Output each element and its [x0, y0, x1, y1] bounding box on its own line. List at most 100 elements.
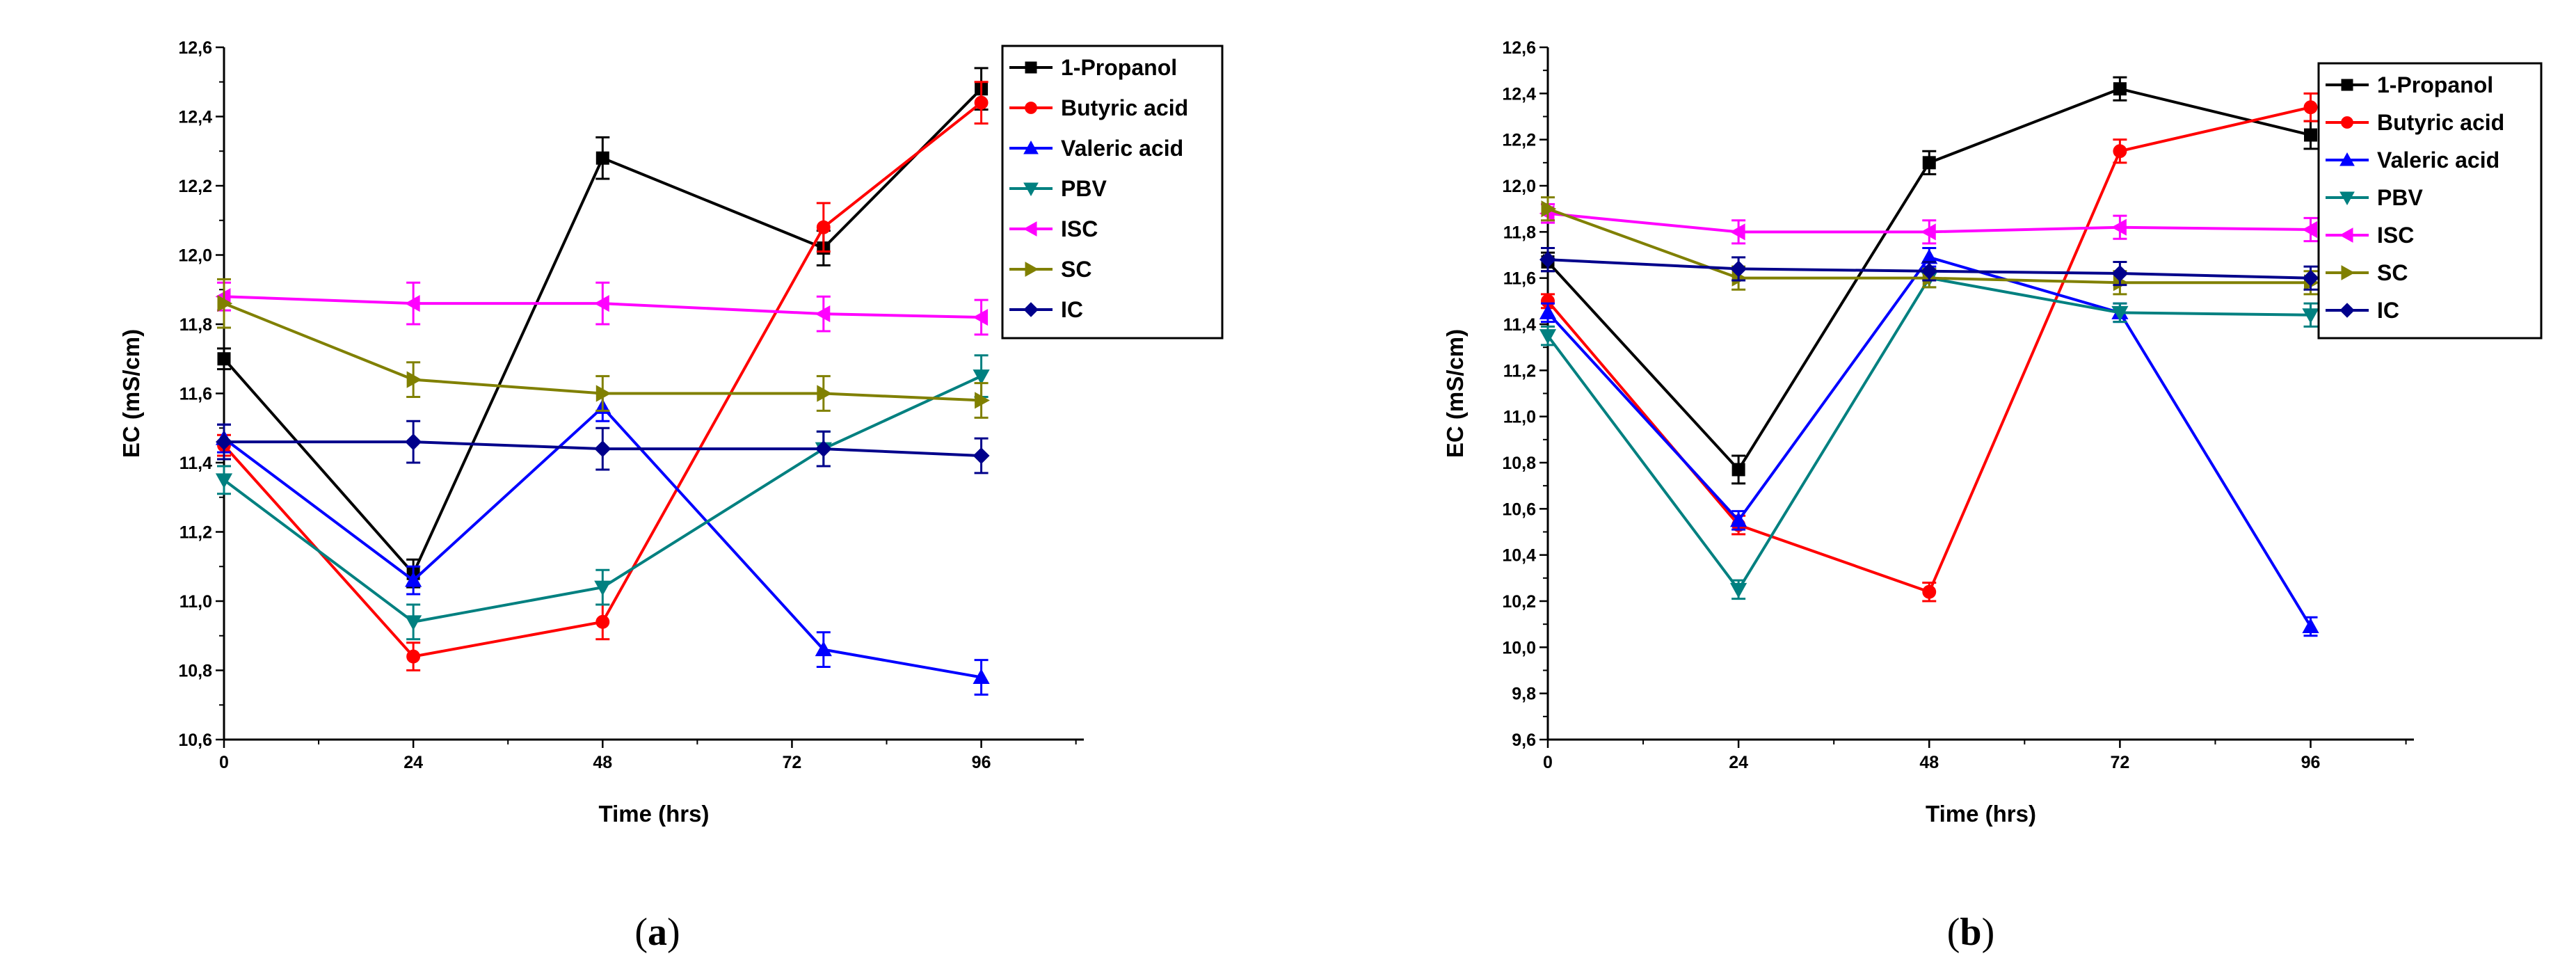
legend-marker: [2341, 116, 2353, 129]
data-point: [1539, 329, 1557, 344]
legend-marker: [1023, 302, 1039, 317]
series-ic: [1539, 247, 2319, 291]
data-point: [973, 308, 989, 326]
x-tick-label: 48: [1919, 753, 1939, 772]
y-tick-label: 9,6: [1512, 731, 1536, 750]
data-point: [1539, 304, 1557, 319]
y-tick-label: 11,2: [1503, 361, 1536, 381]
y-tick-label: 10,2: [1502, 592, 1536, 612]
y-tick-label: 11,0: [1503, 408, 1536, 427]
legend-label: IC: [2377, 298, 2399, 323]
data-point: [973, 447, 990, 465]
legend-label: ISC: [2377, 223, 2414, 248]
y-tick-label: 12,6: [1502, 38, 1536, 58]
x-axis-title: Time (hrs): [1926, 801, 2036, 827]
y-tick-label: 11,6: [179, 385, 212, 404]
data-point: [1730, 582, 1747, 598]
legend-label: Butyric acid: [2377, 110, 2504, 135]
data-point: [2113, 82, 2127, 96]
data-point: [1922, 156, 1936, 170]
chart-panel-a: 10,6 10,8 11,0 11,2 11,4 11,6 11,8 12,0 12,2 12,4…: [118, 38, 1224, 827]
legend-label: Valeric acid: [1061, 136, 1183, 161]
data-point: [2111, 265, 2129, 282]
data-point: [973, 369, 990, 385]
data-point: [1541, 200, 1557, 218]
legend-marker: [2339, 303, 2355, 318]
y-tick-label: 12,4: [1502, 84, 1536, 104]
data-point: [2111, 305, 2129, 321]
series-line: [1546, 106, 2311, 594]
x-tick-label: 96: [972, 753, 991, 772]
data-point: [2302, 308, 2319, 324]
data-point: [815, 641, 832, 657]
data-point: [2111, 218, 2127, 236]
series-sc: [217, 278, 990, 419]
y-tick-label: 10,6: [178, 731, 212, 750]
y-tick-label: 11,4: [1503, 315, 1536, 335]
legend-marker: [1025, 262, 1039, 277]
series-isc: [215, 281, 989, 336]
data-point: [1729, 223, 1745, 241]
x-tick-label: 72: [2110, 753, 2129, 772]
legend-label: 1-Propanol: [2377, 72, 2493, 97]
y-tick-label: 10,0: [1502, 638, 1536, 657]
series-pbv: [1539, 267, 2319, 600]
legend-label: PBV: [1061, 176, 1107, 201]
legend-marker: [1023, 140, 1039, 154]
data-point: [815, 305, 831, 323]
data-point: [2304, 128, 2318, 142]
data-point: [406, 371, 422, 388]
data-point: [1920, 223, 1936, 241]
data-point: [815, 440, 832, 458]
data-point: [973, 669, 990, 684]
data-point: [405, 615, 422, 631]
data-point: [594, 440, 611, 458]
legend: 1-Propanol Butyric acid Valeric acid PBV ISC…: [2317, 62, 2543, 340]
data-point: [594, 580, 611, 596]
x-tick-label: 72: [783, 753, 802, 772]
data-point: [1731, 463, 1745, 477]
x-axis-title: Time (hrs): [599, 801, 710, 827]
y-tick-label: 10,8: [1502, 454, 1536, 473]
y-tick-label: 12,2: [1502, 131, 1536, 150]
y-axis-title: EC (mS/cm): [1442, 329, 1468, 458]
panel-label-a: (a): [634, 911, 680, 954]
y-tick-label: 9,8: [1512, 685, 1536, 704]
data-point: [595, 385, 611, 402]
data-point: [816, 220, 831, 234]
data-point: [817, 385, 833, 402]
data-point: [215, 473, 233, 489]
series-isc: [1539, 203, 2318, 245]
y-axis-title: EC (mS/cm): [118, 329, 144, 458]
legend-marker: [2339, 191, 2355, 206]
legend-label: IC: [1061, 297, 1083, 322]
data-point: [405, 433, 422, 451]
y-tick-label: 10,4: [1502, 546, 1536, 566]
x-tick-label: 24: [1729, 753, 1748, 772]
data-point: [975, 392, 990, 409]
legend-label: ISC: [1061, 216, 1098, 241]
legend-label: PBV: [2377, 185, 2423, 210]
data-point: [1922, 584, 1937, 599]
legend-label: Butyric acid: [1061, 95, 1188, 120]
data-point: [2302, 221, 2318, 239]
chart-panel-b: 9,6 9,8 10,0 10,2 10,4 10,6 10,8 11,0 11,2 11,4 11…: [1442, 38, 2543, 827]
legend-marker: [1025, 61, 1037, 74]
data-point: [217, 295, 233, 312]
y-tick-label: 12,6: [178, 38, 212, 58]
y-tick-label: 11,8: [1503, 223, 1536, 242]
y-tick-label: 12,0: [178, 246, 212, 266]
data-point: [2302, 618, 2319, 633]
data-point: [1921, 262, 1938, 280]
data-point: [405, 571, 422, 587]
series-1-propanol: [217, 67, 989, 589]
legend-marker: [2341, 79, 2353, 91]
legend-label: SC: [1061, 257, 1091, 282]
legend-marker: [1023, 221, 1037, 237]
y-tick-label: 11,0: [179, 592, 212, 612]
x-tick-label: 0: [219, 753, 229, 772]
legend: 1-Propanol Butyric acid Valeric acid PBV ISC…: [1001, 45, 1224, 340]
data-point: [595, 151, 609, 165]
data-point: [2303, 100, 2318, 115]
